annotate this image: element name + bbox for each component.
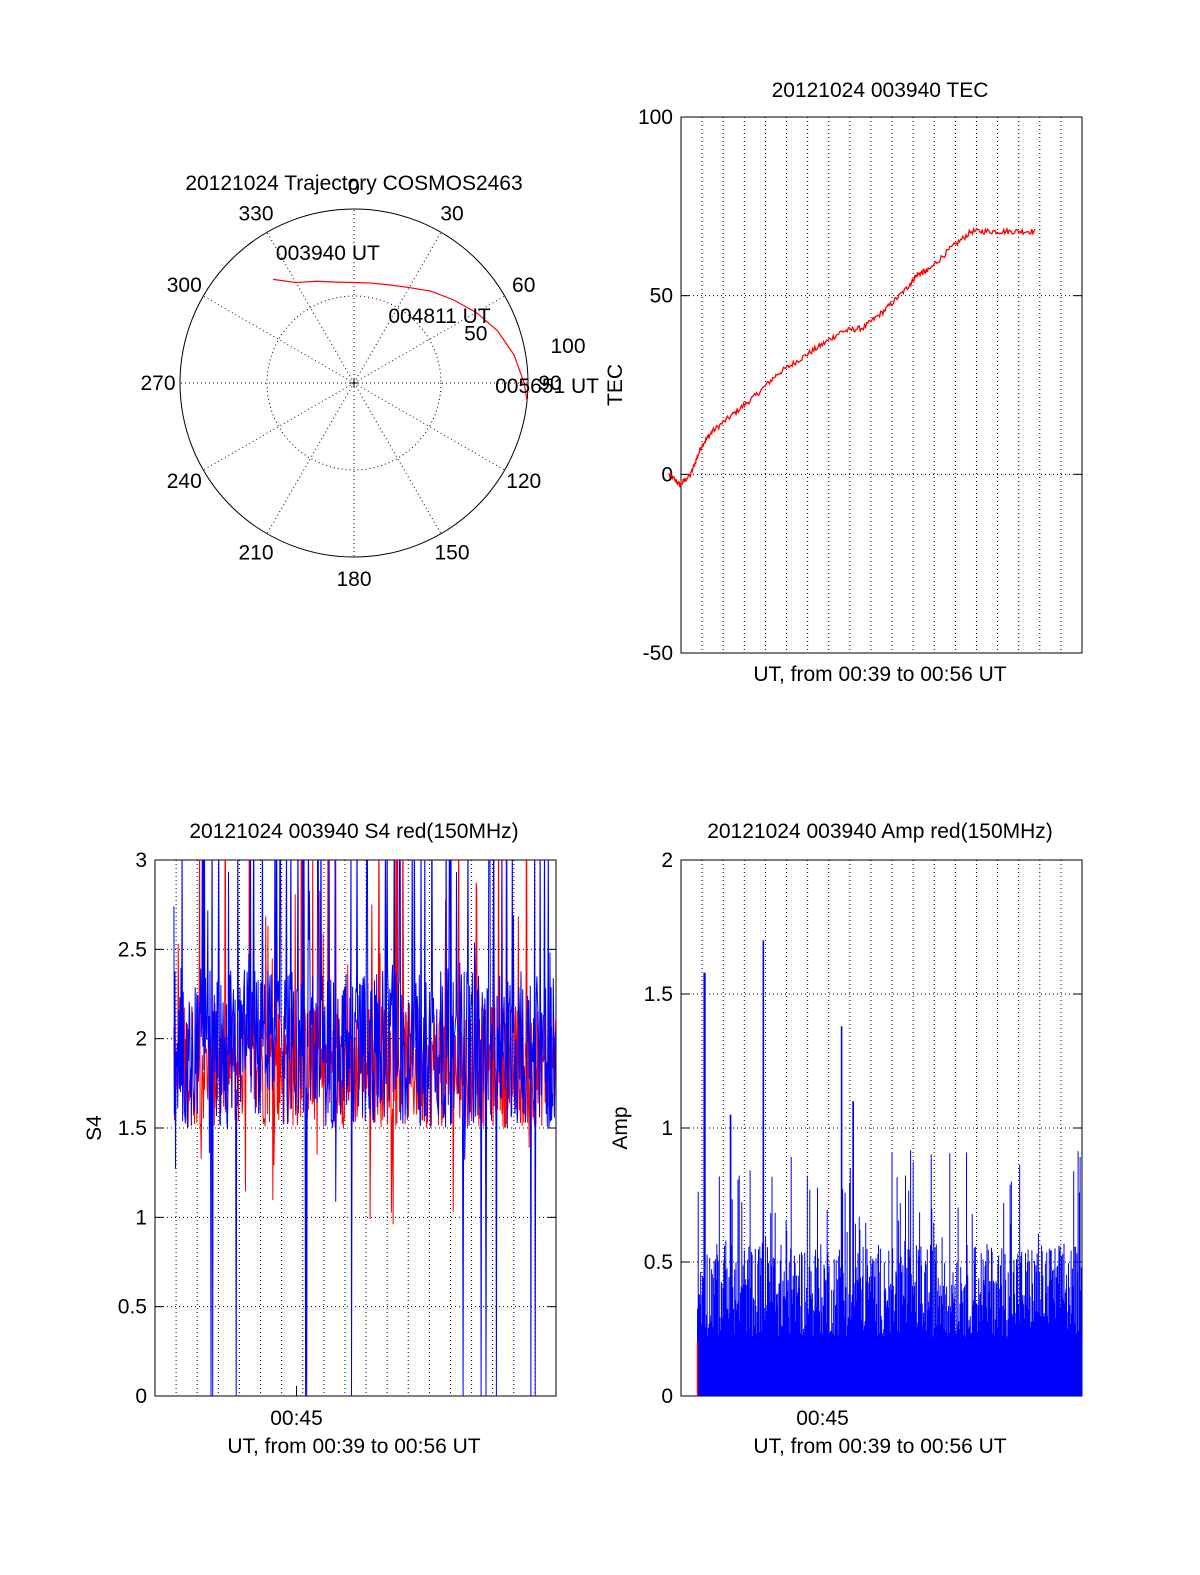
plot-frame	[680, 116, 1083, 654]
amp-series	[696, 940, 1083, 1396]
y-tick-label: 50	[650, 285, 673, 308]
azimuth-label: 150	[434, 542, 469, 565]
polar-trajectory: 003940 UT 004811 UT 005651 UT	[272, 242, 599, 402]
y-tick-label: 1	[135, 1206, 147, 1229]
s4-title: 20121024 003940 S4 red(150MHz)	[189, 820, 518, 843]
y-tick-label: 3	[135, 849, 147, 872]
y-tick-label: 0	[661, 1385, 673, 1408]
amp-ylabel: Amp	[609, 1106, 632, 1149]
trajectory-line	[272, 278, 528, 402]
s4-ylabel: S4	[83, 1115, 106, 1141]
polar-spoke	[353, 232, 442, 384]
y-tick-label: 0.5	[644, 1251, 673, 1274]
s4-red-line	[173, 860, 556, 1225]
tec-line	[668, 226, 1036, 488]
x-tick-label: 00:45	[270, 1407, 323, 1430]
s4-xlabel: UT, from 00:39 to 00:56 UT	[227, 1435, 480, 1458]
polar-title: 20121024 Trajectory COSMOS2463	[185, 172, 522, 195]
amp-plot: 20121024 003940 Amp red(150MHz) UT, from…	[609, 820, 1083, 1458]
tec-xlabel: UT, from 00:39 to 00:56 UT	[753, 663, 1006, 686]
polar-inner-circle	[266, 295, 442, 471]
amp-title: 20121024 003940 Amp red(150MHz)	[707, 820, 1053, 843]
amp-axes: 2 1.5 1 0.5 0 00:45	[644, 849, 1083, 1430]
y-tick-label: 1	[661, 1117, 673, 1140]
amp-xlabel: UT, from 00:39 to 00:56 UT	[753, 1435, 1006, 1458]
y-tick-label: 0	[661, 463, 673, 486]
azimuth-label: 270	[140, 372, 175, 395]
polar-trajectory-plot: 20121024 Trajectory COSMOS2463 0 30 60 90 12…	[140, 172, 599, 591]
s4-plot: 20121024 003940 S4 red(150MHz) UT, from …	[83, 820, 557, 1458]
polar-spoke	[353, 382, 505, 471]
amp-blue-bars	[697, 940, 1083, 1396]
polar-spoke	[266, 232, 355, 384]
polar-outer-circle	[179, 208, 529, 558]
s4-blue-line	[173, 860, 556, 1396]
y-tick-label: 100	[638, 106, 673, 129]
azimuth-label: 240	[167, 470, 202, 493]
polar-grid	[179, 208, 529, 558]
elevation-label: 100	[550, 335, 585, 358]
polar-spoke	[353, 295, 505, 384]
polar-spoke	[203, 382, 355, 471]
y-tick-label: 0.5	[118, 1296, 147, 1319]
azimuth-label: 120	[506, 470, 541, 493]
tec-plot: 20121024 003940 TEC UT, from 00:39 to 00…	[604, 79, 1083, 686]
polar-spoke	[353, 382, 442, 534]
trajectory-time-label: 003940 UT	[276, 242, 380, 265]
tec-ylabel: TEC	[604, 364, 627, 406]
azimuth-label: 60	[512, 274, 535, 297]
y-tick-label: -50	[643, 642, 673, 665]
y-tick-label: 1.5	[118, 1117, 147, 1140]
tec-title: 20121024 003940 TEC	[772, 79, 989, 102]
y-tick-label: 2	[135, 1028, 147, 1051]
azimuth-label: 300	[167, 274, 202, 297]
azimuth-label: 210	[238, 542, 273, 565]
tec-series	[668, 226, 1036, 488]
elevation-label: 50	[464, 323, 487, 346]
y-tick-label: 0	[135, 1385, 147, 1408]
polar-spoke	[203, 295, 355, 384]
azimuth-label: 330	[238, 202, 273, 225]
x-tick-label: 00:45	[796, 1407, 849, 1430]
azimuth-label: 30	[440, 202, 463, 225]
y-tick-label: 2.5	[118, 938, 147, 961]
azimuth-label: 90	[538, 372, 561, 395]
y-tick-label: 2	[661, 849, 673, 872]
polar-spoke	[266, 382, 355, 534]
polar-labels: 0 30 60 90 120 150 180 210 240 270 300 330 50 100	[140, 176, 585, 591]
trajectory-time-label: 004811 UT	[388, 305, 491, 328]
azimuth-label: 0	[348, 176, 360, 199]
tec-axes: 100 50 0 -50	[638, 106, 1083, 665]
azimuth-label: 180	[336, 568, 371, 591]
trajectory-time-label: 005651 UT	[495, 375, 599, 398]
y-tick-label: 1.5	[644, 983, 673, 1006]
s4-series	[173, 860, 556, 1396]
amp-blue-base	[697, 1337, 1082, 1396]
